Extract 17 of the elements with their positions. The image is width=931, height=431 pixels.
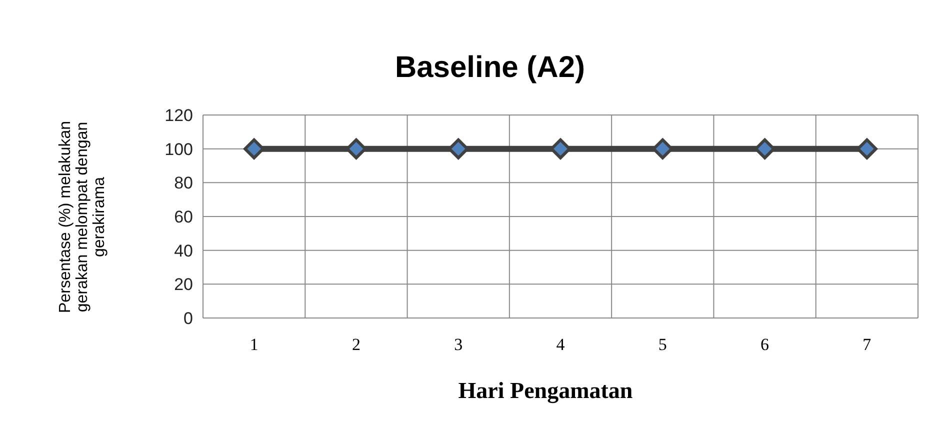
x-tick-label: 2 [352, 335, 360, 354]
y-tick-label: 0 [184, 309, 193, 328]
y-tick-label: 100 [164, 140, 193, 159]
y-tick-label: 40 [174, 241, 193, 260]
x-tick-label: 4 [556, 335, 566, 354]
y-axis-title: Persentase (%) melakukan gerakan melompat dengan gerakirama [57, 120, 108, 314]
x-axis-title: Hari Pengamatan [458, 378, 633, 404]
y-tick-label: 60 [174, 208, 193, 226]
chart-title: Baseline (A2) [394, 51, 586, 84]
y-tick-label: 80 [174, 174, 193, 193]
y-tick-label: 20 [174, 275, 193, 294]
x-tick-label: 6 [760, 335, 770, 354]
y-tick-label: 120 [164, 106, 193, 125]
x-tick-label: 5 [658, 335, 667, 354]
x-tick-label: 7 [862, 335, 872, 354]
x-tick-label: 3 [454, 335, 463, 354]
x-tick-label: 1 [250, 335, 258, 354]
